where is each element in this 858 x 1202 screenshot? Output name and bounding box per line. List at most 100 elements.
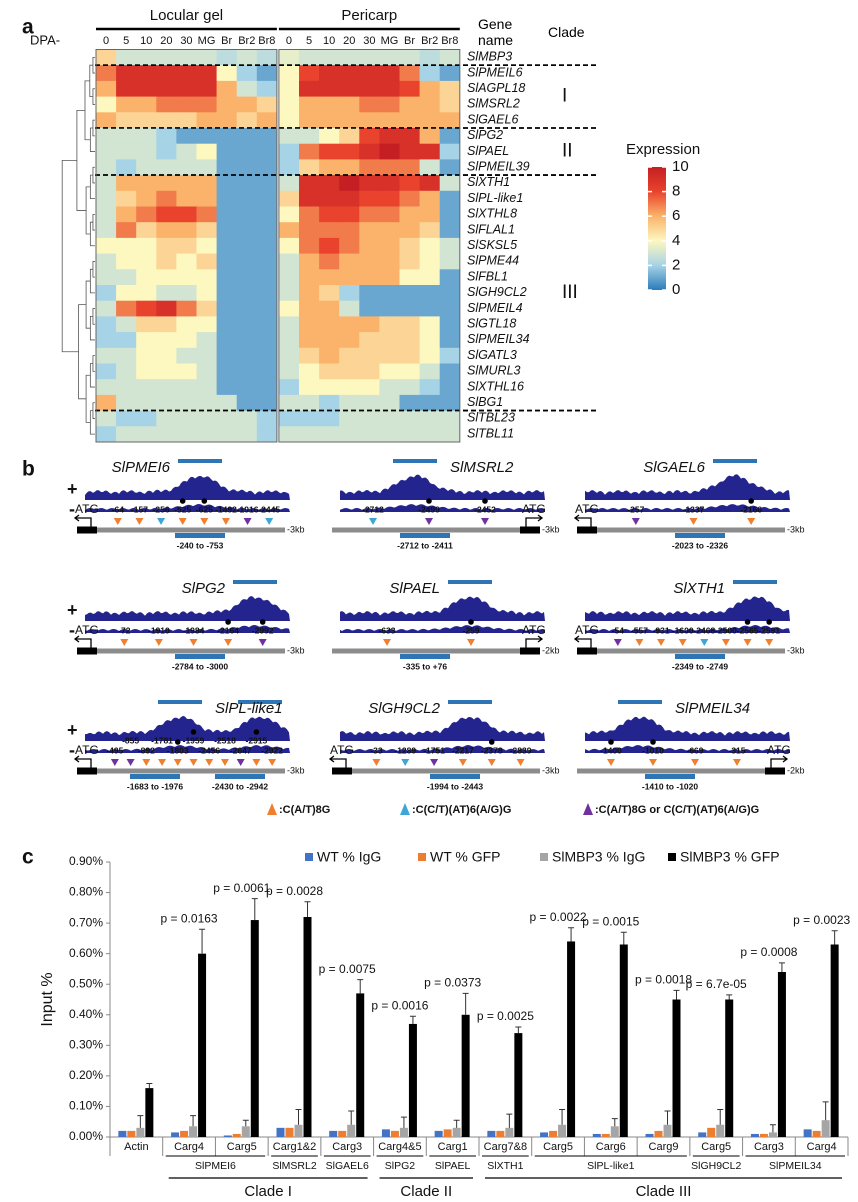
heatmap-cell bbox=[379, 222, 400, 239]
heatmap-cell bbox=[278, 316, 300, 333]
heatmap-cell bbox=[339, 128, 360, 145]
heatmap-cell bbox=[439, 49, 461, 66]
heatmap-cell bbox=[256, 143, 278, 160]
x-tick-label: Actin bbox=[124, 1141, 148, 1153]
heatmap-cell bbox=[156, 379, 177, 396]
heatmap-cell bbox=[439, 316, 461, 333]
heatmap-cell bbox=[359, 175, 380, 192]
site-label: -495 bbox=[106, 745, 123, 755]
gene-label: SlPMEI6 bbox=[195, 1160, 236, 1172]
heatmap-cell bbox=[116, 347, 137, 364]
heatmap-cell bbox=[278, 175, 300, 192]
heatmap-cell bbox=[196, 222, 217, 239]
heatmap-cell bbox=[136, 190, 157, 207]
heatmap-cell bbox=[176, 206, 197, 223]
tss-arrow bbox=[770, 755, 789, 768]
error-bar bbox=[726, 994, 733, 1000]
colorbar-tick-label: 0 bbox=[672, 281, 680, 298]
bar bbox=[189, 1126, 198, 1137]
heatmap-cell bbox=[136, 285, 157, 302]
legend-swatch bbox=[305, 853, 313, 861]
heatmap-cell bbox=[299, 285, 320, 302]
gene-title: SlPAEL bbox=[389, 580, 440, 597]
bar bbox=[118, 1130, 127, 1137]
heatmap-cell bbox=[176, 363, 197, 380]
motif-site bbox=[157, 518, 166, 525]
dendrogram bbox=[92, 402, 95, 419]
heatmap-cell bbox=[278, 159, 300, 176]
motif-site bbox=[607, 759, 615, 766]
bar bbox=[276, 1127, 285, 1137]
site-label: -2499 bbox=[418, 504, 440, 514]
gene-label: SlGAEL6 bbox=[467, 112, 518, 126]
heatmap-cell bbox=[256, 49, 278, 66]
heatmap-border bbox=[278, 49, 461, 443]
coverage-plus bbox=[85, 715, 290, 741]
heatmap-cell bbox=[236, 363, 258, 380]
gene-label: SlAGPL18 bbox=[467, 81, 525, 95]
strand-label: + bbox=[67, 479, 78, 499]
y-tick-label: 0.30% bbox=[69, 1038, 103, 1052]
heatmap-cell bbox=[278, 253, 300, 270]
gene-title: SlPMEI6 bbox=[112, 459, 171, 476]
heatmap-cell bbox=[399, 363, 420, 380]
heatmap-cell bbox=[319, 379, 340, 396]
heatmap-cell bbox=[256, 96, 278, 113]
heatmap-cell bbox=[116, 332, 137, 349]
chip-region bbox=[175, 654, 225, 659]
gene-title: SlPMEIL34 bbox=[675, 700, 750, 717]
bar bbox=[232, 1133, 241, 1137]
heatmap-cell bbox=[299, 379, 320, 396]
heatmap-cell bbox=[319, 65, 340, 82]
error-bar bbox=[462, 992, 469, 1015]
atg-label: ATG bbox=[522, 502, 546, 516]
bar bbox=[136, 1127, 145, 1137]
motif-site bbox=[747, 518, 756, 525]
heatmap-cell bbox=[216, 332, 238, 349]
heatmap-cell bbox=[156, 253, 177, 270]
heatmap-cell bbox=[299, 394, 320, 411]
heatmap-cell bbox=[419, 253, 441, 270]
heatmap-cell bbox=[359, 49, 380, 66]
heatmap-cell bbox=[299, 80, 320, 97]
heatmap-cell bbox=[176, 269, 197, 286]
bound-dot bbox=[744, 619, 751, 625]
column-label: 5 bbox=[306, 35, 312, 47]
heatmap-cell bbox=[399, 128, 420, 145]
gene-title: SlPG2 bbox=[182, 580, 226, 597]
y-tick-label: 0.90% bbox=[69, 854, 103, 868]
site-label: -892 bbox=[138, 745, 155, 755]
gene-label: SlPAEL bbox=[435, 1160, 471, 1172]
panel-label: c bbox=[22, 846, 34, 869]
heatmap-cell bbox=[176, 237, 197, 254]
coverage-plus bbox=[585, 716, 790, 741]
heatmap-cell bbox=[379, 269, 400, 286]
heatmap-cell bbox=[96, 237, 117, 254]
heatmap-cell bbox=[136, 394, 157, 411]
motif-site bbox=[236, 759, 245, 766]
coverage-minus bbox=[85, 625, 290, 633]
gene-label: SlTBL11 bbox=[467, 426, 514, 440]
clade-label: Clade II bbox=[400, 1183, 452, 1200]
heatmap-cell bbox=[196, 65, 217, 82]
heatmap-cell bbox=[176, 143, 197, 160]
heatmap-cell bbox=[136, 426, 157, 443]
y-axis-label: Input % bbox=[39, 972, 56, 1026]
heatmap-cell bbox=[176, 112, 197, 129]
region-label: -335 to +76 bbox=[403, 661, 447, 671]
motif-site bbox=[173, 759, 182, 766]
motif-site bbox=[110, 759, 119, 766]
heatmap-cell bbox=[319, 332, 340, 349]
site-label: -1400 bbox=[600, 745, 622, 755]
bar bbox=[223, 1135, 232, 1137]
heatmap-cell bbox=[339, 300, 360, 317]
site-label: -2217 bbox=[452, 745, 474, 755]
bound-dot bbox=[482, 498, 488, 504]
heatmap-cell bbox=[339, 49, 360, 66]
heatmap-cell bbox=[359, 300, 380, 317]
heatmap-cell bbox=[339, 159, 360, 176]
site-label: -256 bbox=[153, 504, 170, 514]
bar bbox=[592, 1133, 601, 1137]
heatmap-cell bbox=[96, 253, 117, 270]
heatmap-cell bbox=[319, 49, 340, 66]
